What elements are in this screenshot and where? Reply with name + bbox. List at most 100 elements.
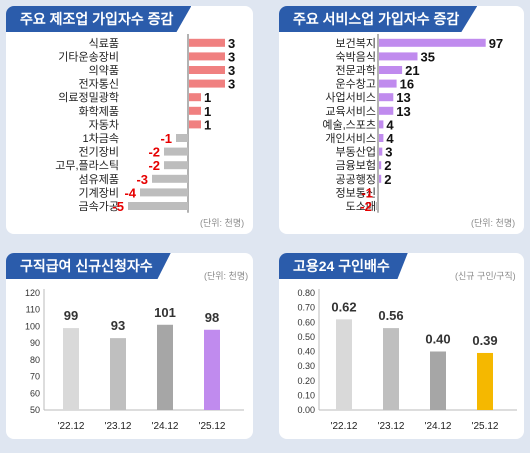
y-tick-label: 60 <box>30 388 40 398</box>
bar <box>189 79 225 88</box>
x-tick-label: '25.12 <box>199 421 226 432</box>
category-label: 운수창고 <box>336 78 376 91</box>
y-tick-label: 0.30 <box>297 361 315 371</box>
value-label: 0.56 <box>378 308 403 323</box>
value-label: 1 <box>204 90 211 105</box>
value-label: -1 <box>361 185 373 200</box>
category-label: 금속가공 <box>79 200 119 213</box>
category-label: 도소매 <box>346 200 376 213</box>
value-label: -2 <box>148 145 160 160</box>
category-label: 개인서비스 <box>325 132 376 145</box>
y-tick-label: 80 <box>30 355 40 365</box>
manufacturing-chart-title: 주요 제조업 가입자수 증감 <box>6 6 192 32</box>
bar <box>189 38 225 47</box>
value-label: 3 <box>385 145 392 160</box>
value-label: -1 <box>160 131 172 146</box>
bar <box>379 52 418 61</box>
jobs-ratio-chart-title: 고용24 구인배수 <box>279 253 408 279</box>
category-label: 고무,플라스틱 <box>55 159 119 172</box>
bar <box>189 93 201 102</box>
x-tick-label: '22.12 <box>58 421 85 432</box>
claims-chart-title: 구직급여 신규신청자수 <box>6 253 171 279</box>
bar <box>379 79 397 88</box>
x-tick-label: '24.12 <box>152 421 179 432</box>
value-label: 3 <box>228 63 235 78</box>
value-label: 3 <box>228 77 235 92</box>
category-label: 자동차 <box>89 118 119 131</box>
category-label: 의료정밀광학 <box>58 91 119 104</box>
bar <box>379 38 486 47</box>
claims-unit-label: (단위: 천명) <box>204 271 249 281</box>
x-tick-label: '24.12 <box>425 421 452 432</box>
y-tick-label: 70 <box>30 372 40 382</box>
x-tick-label: '23.12 <box>378 421 405 432</box>
services-unit-label: (단위: 천명) <box>471 218 516 228</box>
jobs-ratio-bar-chart: 0.00 0.10 0.20 0.30 0.40 0.50 0.60 0.70 0.80 0.62… <box>297 288 517 432</box>
bar <box>379 174 382 183</box>
value-label: 4 <box>386 117 394 132</box>
category-label: 예술,스포츠 <box>322 118 376 131</box>
category-label: 식료품 <box>89 37 119 50</box>
value-label: 2 <box>384 172 391 187</box>
category-label: 전기장비 <box>79 146 119 159</box>
value-label: 13 <box>396 90 410 105</box>
y-tick-label: 0.50 <box>297 332 315 342</box>
bar <box>164 161 188 170</box>
bar <box>376 188 378 197</box>
claims-bar-chart: 50 60 70 80 90 100 110 120 99 '22.12 93 '23.12 101 '2… <box>25 288 244 432</box>
value-label: -2 <box>148 158 160 173</box>
category-label: 기타운송장비 <box>58 50 119 63</box>
jobs-ratio-unit-label: (신규 구인/구직) <box>455 271 516 281</box>
category-label: 섬유제품 <box>79 173 119 186</box>
services-chart-panel: 주요 서비스업 가입자수 증감 보건복지 97 숙박음식 35 전문과학 21 운수창고 16… <box>279 6 524 234</box>
value-label: 3 <box>228 49 235 64</box>
y-tick-label: 0.70 <box>297 303 315 313</box>
category-label: 전문과학 <box>336 64 376 77</box>
value-label: 2 <box>384 158 391 173</box>
y-tick-label: 100 <box>25 321 40 331</box>
category-label: 사업서비스 <box>325 91 376 104</box>
bar <box>63 328 79 410</box>
y-tick-label: 50 <box>30 405 40 415</box>
value-label: 98 <box>205 310 219 325</box>
value-label: 0.39 <box>472 333 497 348</box>
bar <box>379 134 384 142</box>
value-label: -4 <box>124 185 136 200</box>
bar <box>379 93 394 102</box>
category-label: 보건복지 <box>336 37 376 50</box>
claims-chart-panel: 구직급여 신규신청자수 (단위: 천명) 50 60 70 80 90 100 110 120… <box>6 253 253 439</box>
category-label: 부동산업 <box>336 146 376 159</box>
y-tick-label: 110 <box>26 305 40 315</box>
bar <box>140 188 188 197</box>
bar <box>375 202 378 210</box>
bar <box>336 319 352 410</box>
y-tick-label: 0.20 <box>297 376 315 386</box>
value-label: 93 <box>111 318 125 333</box>
value-label: 13 <box>396 104 410 119</box>
y-tick-label: 0.60 <box>297 317 315 327</box>
bar <box>110 338 126 410</box>
services-chart-title: 주요 서비스업 가입자수 증감 <box>279 6 478 32</box>
bar <box>189 106 201 115</box>
bar <box>157 324 173 410</box>
value-label: 0.40 <box>425 332 450 347</box>
value-label: 99 <box>64 308 78 323</box>
category-label: 1차금속 <box>83 132 119 145</box>
category-label: 의약품 <box>89 63 119 77</box>
bar <box>128 202 188 210</box>
bar <box>164 147 188 156</box>
value-label: 16 <box>400 77 414 92</box>
bar <box>189 120 201 129</box>
bar <box>176 134 188 142</box>
value-label: 3 <box>228 36 235 51</box>
category-label: 기계장비 <box>79 186 119 199</box>
jobs-ratio-chart-panel: 고용24 구인배수 (신규 구인/구직) 0.00 0.10 0.20 0.30 0.4… <box>279 253 524 439</box>
bar <box>379 120 384 129</box>
value-label: 97 <box>489 36 503 51</box>
x-tick-label: '22.12 <box>331 421 358 432</box>
y-tick-label: 0.40 <box>297 347 315 357</box>
manufacturing-unit-label: (단위: 천명) <box>200 218 245 228</box>
bar <box>477 352 493 410</box>
bar <box>430 351 446 410</box>
manufacturing-bar-chart: 식료품 3 기타운송장비 3 의약품 3 전자통신 3 의료정밀광학 1 화학제품 1 자동차 1 1차금속… <box>55 34 235 214</box>
